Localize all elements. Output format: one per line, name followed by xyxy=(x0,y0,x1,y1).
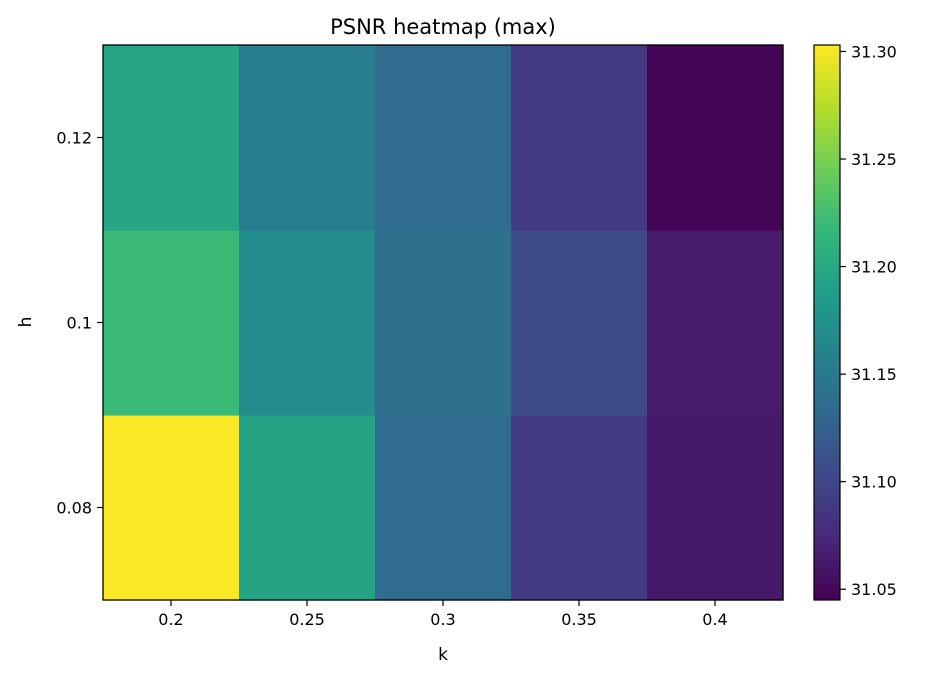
chart-title: PSNR heatmap (max) xyxy=(330,15,556,39)
heatmap-cell xyxy=(375,45,512,231)
heatmap-cell xyxy=(103,415,240,601)
heatmap-cell xyxy=(239,415,376,601)
heatmap-cell xyxy=(647,45,784,231)
y-tick-label: 0.1 xyxy=(67,314,92,333)
colorbar-tick-label: 31.15 xyxy=(851,365,897,384)
colorbar-tick-label: 31.20 xyxy=(851,258,897,277)
x-tick-label: 0.3 xyxy=(430,610,455,629)
x-axis-ticks: 0.2 0.25 0.3 0.35 0.4 xyxy=(158,600,728,629)
heatmap-cell xyxy=(511,45,648,231)
colorbar-tick-label: 31.30 xyxy=(851,42,897,61)
heatmap-cell xyxy=(511,415,648,601)
x-tick-label: 0.2 xyxy=(158,610,183,629)
heatmap-cell xyxy=(647,230,784,416)
heatmap-cell xyxy=(375,230,512,416)
heatmap-cell xyxy=(239,45,376,231)
heatmap-cell xyxy=(647,415,784,601)
colorbar-ticks: 31.05 31.10 31.15 31.20 31.25 31.30 xyxy=(840,42,897,599)
heatmap-cell xyxy=(239,230,376,416)
heatmap-cell xyxy=(103,45,240,231)
y-tick-label: 0.12 xyxy=(56,129,92,148)
heatmap-cell xyxy=(375,415,512,601)
heatmap-cell xyxy=(511,230,648,416)
colorbar-tick-label: 31.10 xyxy=(851,473,897,492)
y-tick-label: 0.08 xyxy=(56,499,92,518)
colorbar-tick-label: 31.05 xyxy=(851,580,897,599)
x-tick-label: 0.4 xyxy=(702,610,727,629)
y-axis-label: h xyxy=(16,317,36,328)
heatmap-cells xyxy=(103,45,784,601)
y-axis-ticks: 0.08 0.1 0.12 xyxy=(56,129,103,518)
x-axis-label: k xyxy=(438,645,448,665)
colorbar-tick-label: 31.25 xyxy=(851,150,897,169)
x-tick-label: 0.25 xyxy=(289,610,325,629)
x-tick-label: 0.35 xyxy=(561,610,597,629)
colorbar xyxy=(813,44,841,601)
heatmap-cell xyxy=(103,230,240,416)
